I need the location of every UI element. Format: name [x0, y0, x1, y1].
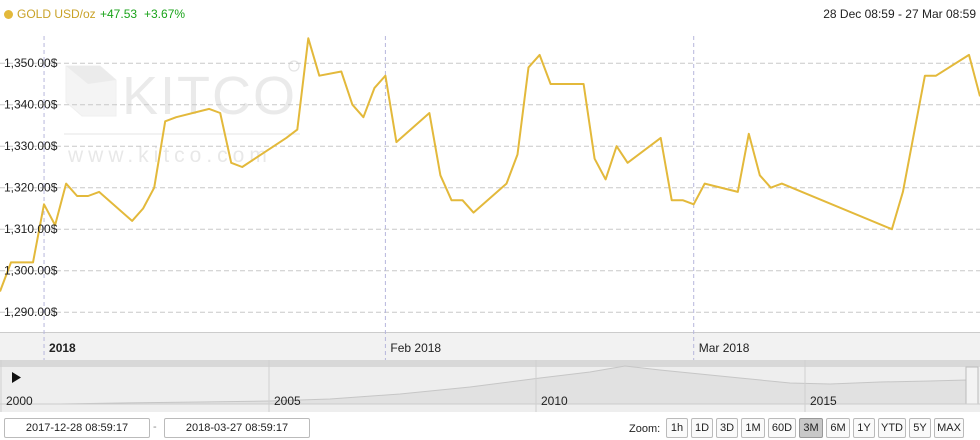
legend-symbol: GOLD USD/oz	[17, 7, 96, 21]
gold-price-line[interactable]	[0, 37, 980, 292]
navigator-year-label: 2010	[541, 394, 568, 408]
registered-mark-icon	[288, 60, 300, 72]
navigator-year-label: 2015	[810, 394, 837, 408]
kitco-watermark: KITCO www.kitco.com	[64, 60, 300, 167]
zoom-button-1y[interactable]: 1Y	[853, 418, 875, 438]
y-tick-label: 1,350.00$	[4, 56, 58, 70]
play-icon[interactable]	[12, 372, 21, 383]
kitco-logo-facet-icon	[66, 66, 116, 84]
navigator-selection[interactable]	[965, 366, 979, 405]
range-from-input[interactable]: 2017-12-28 08:59:17	[4, 418, 150, 438]
zoom-label: Zoom:	[629, 423, 661, 435]
navigator-top-band	[0, 360, 980, 367]
range-to-input[interactable]: 2018-03-27 08:59:17	[164, 418, 310, 438]
zoom-button-max[interactable]: MAX	[934, 418, 964, 438]
x-tick-label: Feb 2018	[390, 341, 441, 355]
y-tick-label: 1,340.00$	[4, 98, 58, 112]
zoom-button-1d[interactable]: 1D	[691, 418, 713, 438]
y-tick-label: 1,320.00$	[4, 181, 58, 195]
navigator[interactable]: 2000 2005 2010 2015	[0, 360, 980, 412]
zoom-button-5y[interactable]: 5Y	[909, 418, 931, 438]
chart-header: GOLD USD/oz +47.53 +3.67% 28 Dec 08:59 -…	[0, 0, 980, 26]
watermark-url: www.kitco.com	[67, 144, 272, 167]
range-separator: -	[153, 421, 157, 433]
date-range-label: 28 Dec 08:59 - 27 Mar 08:59	[823, 7, 976, 21]
zoom-button-60d[interactable]: 60D	[768, 418, 796, 438]
y-tick-label: 1,330.00$	[4, 139, 58, 153]
zoom-button-1h[interactable]: 1h	[666, 418, 688, 438]
y-tick-label: 1,300.00$	[4, 264, 58, 278]
navigator-history-area	[0, 365, 967, 405]
navigator-year-label: 2005	[274, 394, 301, 408]
x-tick-label: 2018	[49, 341, 76, 355]
zoom-button-ytd[interactable]: YTD	[878, 418, 906, 438]
y-tick-label: 1,310.00$	[4, 222, 58, 236]
zoom-button-6m[interactable]: 6M	[826, 418, 850, 438]
x-tick-label: Mar 2018	[699, 341, 750, 355]
legend-change: +47.53	[100, 7, 138, 21]
watermark-brand: KITCO	[122, 66, 297, 126]
y-tick-label: 1,290.00$	[4, 305, 58, 319]
navigator-year-label: 2000	[6, 394, 33, 408]
gold-legend-dot-icon	[4, 10, 13, 19]
price-chart[interactable]: KITCO www.kitco.com 2018 Feb 2018 Mar 2018…	[0, 0, 980, 360]
legend-change-pct: +3.67%	[144, 7, 186, 21]
x-axis-band	[0, 333, 980, 360]
zoom-button-1m[interactable]: 1M	[741, 418, 765, 438]
zoom-button-3d[interactable]: 3D	[716, 418, 738, 438]
zoom-button-3m[interactable]: 3M	[799, 418, 823, 438]
